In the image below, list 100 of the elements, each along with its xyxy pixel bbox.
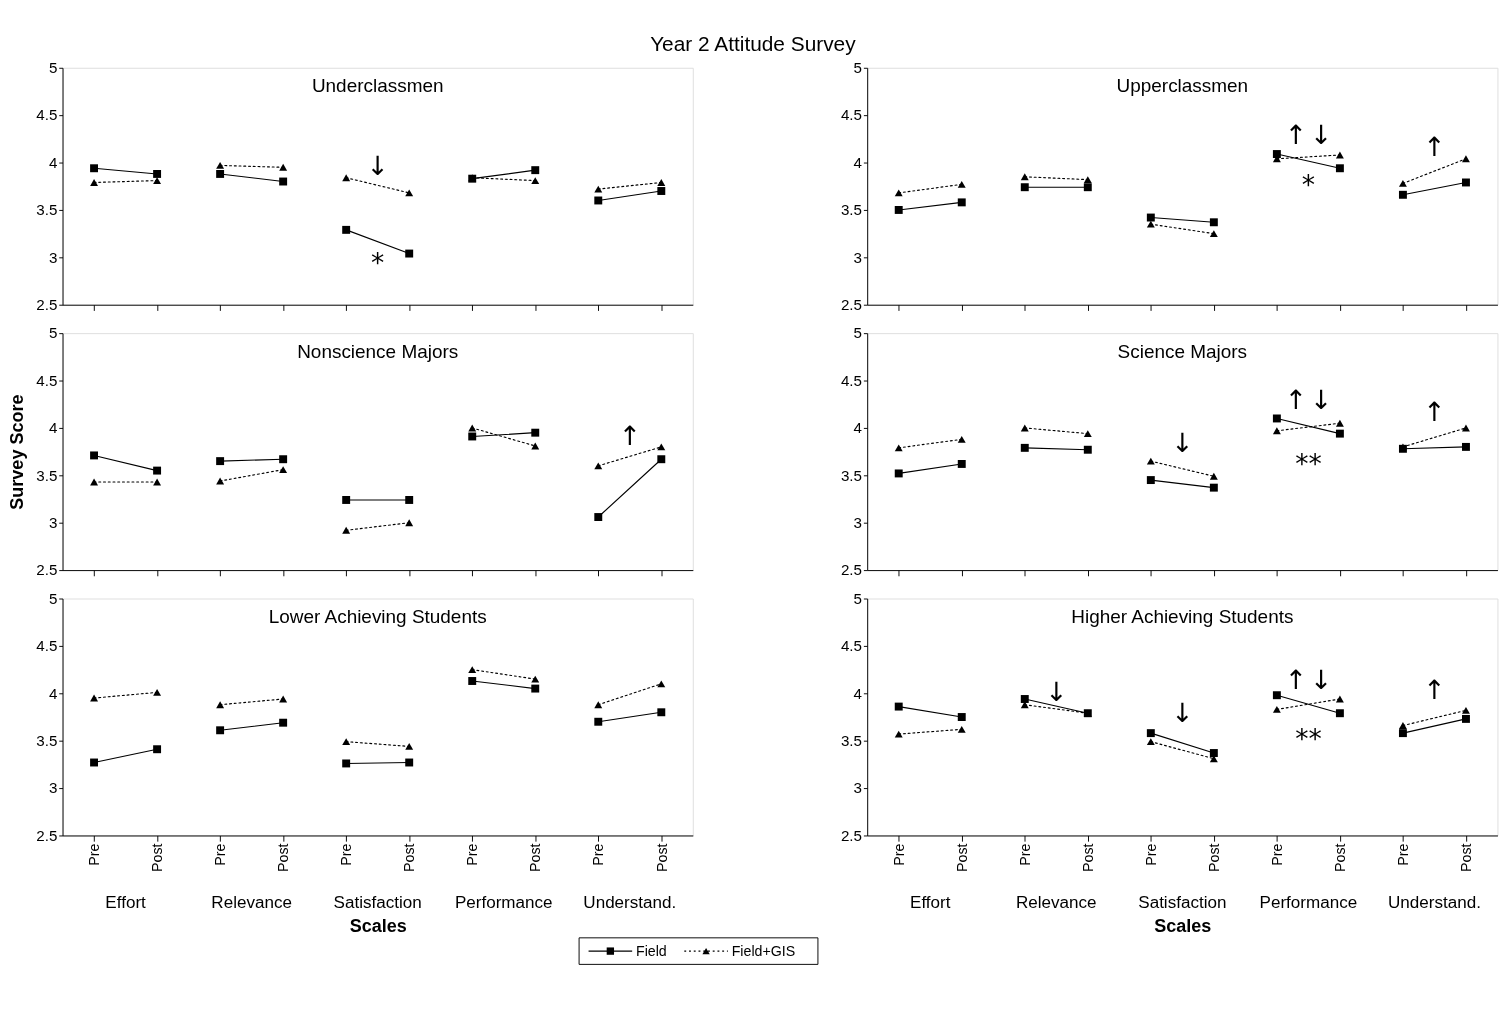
annotation: ↑ [1423,673,1446,705]
point [1020,695,1029,703]
point [594,513,603,521]
x-tick-label: Post [1080,843,1097,872]
chart-subtitle: Science Majors [1117,340,1248,362]
annotation: ↓ [1045,675,1068,707]
chart-subtitle: Nonscience Majors [297,340,459,362]
point [894,469,903,478]
annotation: ↑ [1284,119,1307,151]
point [216,457,225,466]
y-tick-label: 3 [48,779,58,797]
x-tick-label: Pre [1016,843,1033,866]
point [153,177,162,185]
chart-subtitle: Lower Achieving Students [268,606,487,628]
x-tick-label: Post [1332,843,1349,872]
y-tick-label: 3.5 [840,731,862,749]
annotation: ↑ [1284,384,1307,416]
y-tick-label: 4.5 [840,637,862,655]
y-tick-label: 5 [853,59,862,77]
legend-label: Field [635,942,667,959]
x-tick-label: Pre [1395,843,1412,866]
y-tick-label: 4 [853,153,862,171]
x-tick-label: Post [1206,843,1223,872]
y-tick-label: 5 [853,589,862,607]
point [657,680,666,688]
point [342,759,351,768]
text: Satisfaction [333,892,422,912]
x-tick-label: Pre [1269,843,1286,866]
y-tick-label: 5 [48,59,58,77]
point [90,164,99,173]
x-tick-label: Post [527,843,544,872]
point [405,496,414,504]
y-tick-label: 4 [48,419,58,437]
y-tick-label: 2.5 [36,826,58,844]
x-axis-title: Scales [1154,915,1212,936]
text: Effort [105,892,147,912]
text: Understand. [1388,892,1481,912]
y-tick-label: 3.5 [36,731,58,749]
x-tick-label: Post [275,843,292,872]
chart-subtitle: Upperclassmen [1116,75,1249,97]
annotation: ↓ [1309,384,1333,416]
point [531,166,540,175]
x-tick-label: Pre [86,843,103,866]
point [1083,183,1092,192]
y-tick-label: 3 [48,513,58,531]
text: Understand. [583,892,677,912]
text: Performance [1259,892,1358,912]
y-tick-label: 4 [853,419,862,437]
x-tick-label: Pre [890,843,907,866]
y-tick-label: 5 [48,324,58,342]
y-tick-label: 2.5 [36,561,58,579]
annotation: ↓ [366,149,389,181]
y-tick-label: 3 [48,248,58,266]
annotation: ↓ [1309,664,1333,696]
y-tick-label: 4.5 [36,637,58,655]
y-tick-label: 4 [48,153,58,171]
annotation: ** [1295,448,1322,480]
annotation: ** [1295,723,1322,755]
annotation: ↑ [618,420,641,451]
x-tick-label: Pre [590,843,607,866]
chart-subtitle: Underclassmen [311,75,444,97]
x-axis-title: Scales [349,915,407,936]
y-tick-label: 4.5 [36,106,58,124]
point [342,496,351,504]
y-tick-label: 4 [48,684,58,702]
x-tick-label: Pre [1143,843,1160,866]
point [216,161,225,169]
point [279,455,288,464]
y-tick-label: 4.5 [840,371,862,389]
annotation: ↑ [1423,396,1446,428]
y-tick-label: 3 [853,248,862,266]
chart-subtitle: Higher Achieving Students [1071,606,1294,628]
annotation: ↑ [1284,664,1307,696]
x-tick-label: Post [401,843,418,872]
y-tick-label: 3 [853,779,862,797]
y-axis-title: Survey Score [6,394,27,510]
y-tick-label: 3.5 [36,201,58,219]
x-tick-label: Post [653,843,670,872]
point [153,169,162,178]
x-tick-label: Pre [212,843,229,866]
annotation: ↓ [1309,119,1333,151]
y-tick-label: 2.5 [36,295,58,313]
point [594,701,603,709]
point [1083,445,1092,454]
annotation: ↓ [1171,427,1194,459]
x-tick-label: Post [953,843,970,872]
point [957,459,966,468]
point [153,745,162,754]
y-tick-label: 2.5 [840,561,862,579]
legend-label: Field+GIS [731,942,796,959]
y-tick-label: 3.5 [36,466,58,484]
point [1020,701,1029,709]
y-tick-label: 2.5 [840,295,862,313]
y-tick-label: 2.5 [840,826,862,844]
y-tick-label: 3.5 [840,201,862,219]
point [1461,424,1470,432]
x-tick-label: Post [149,843,166,872]
annotation: * [371,247,385,279]
y-tick-label: 4 [853,684,862,702]
y-tick-label: 3.5 [840,466,862,484]
